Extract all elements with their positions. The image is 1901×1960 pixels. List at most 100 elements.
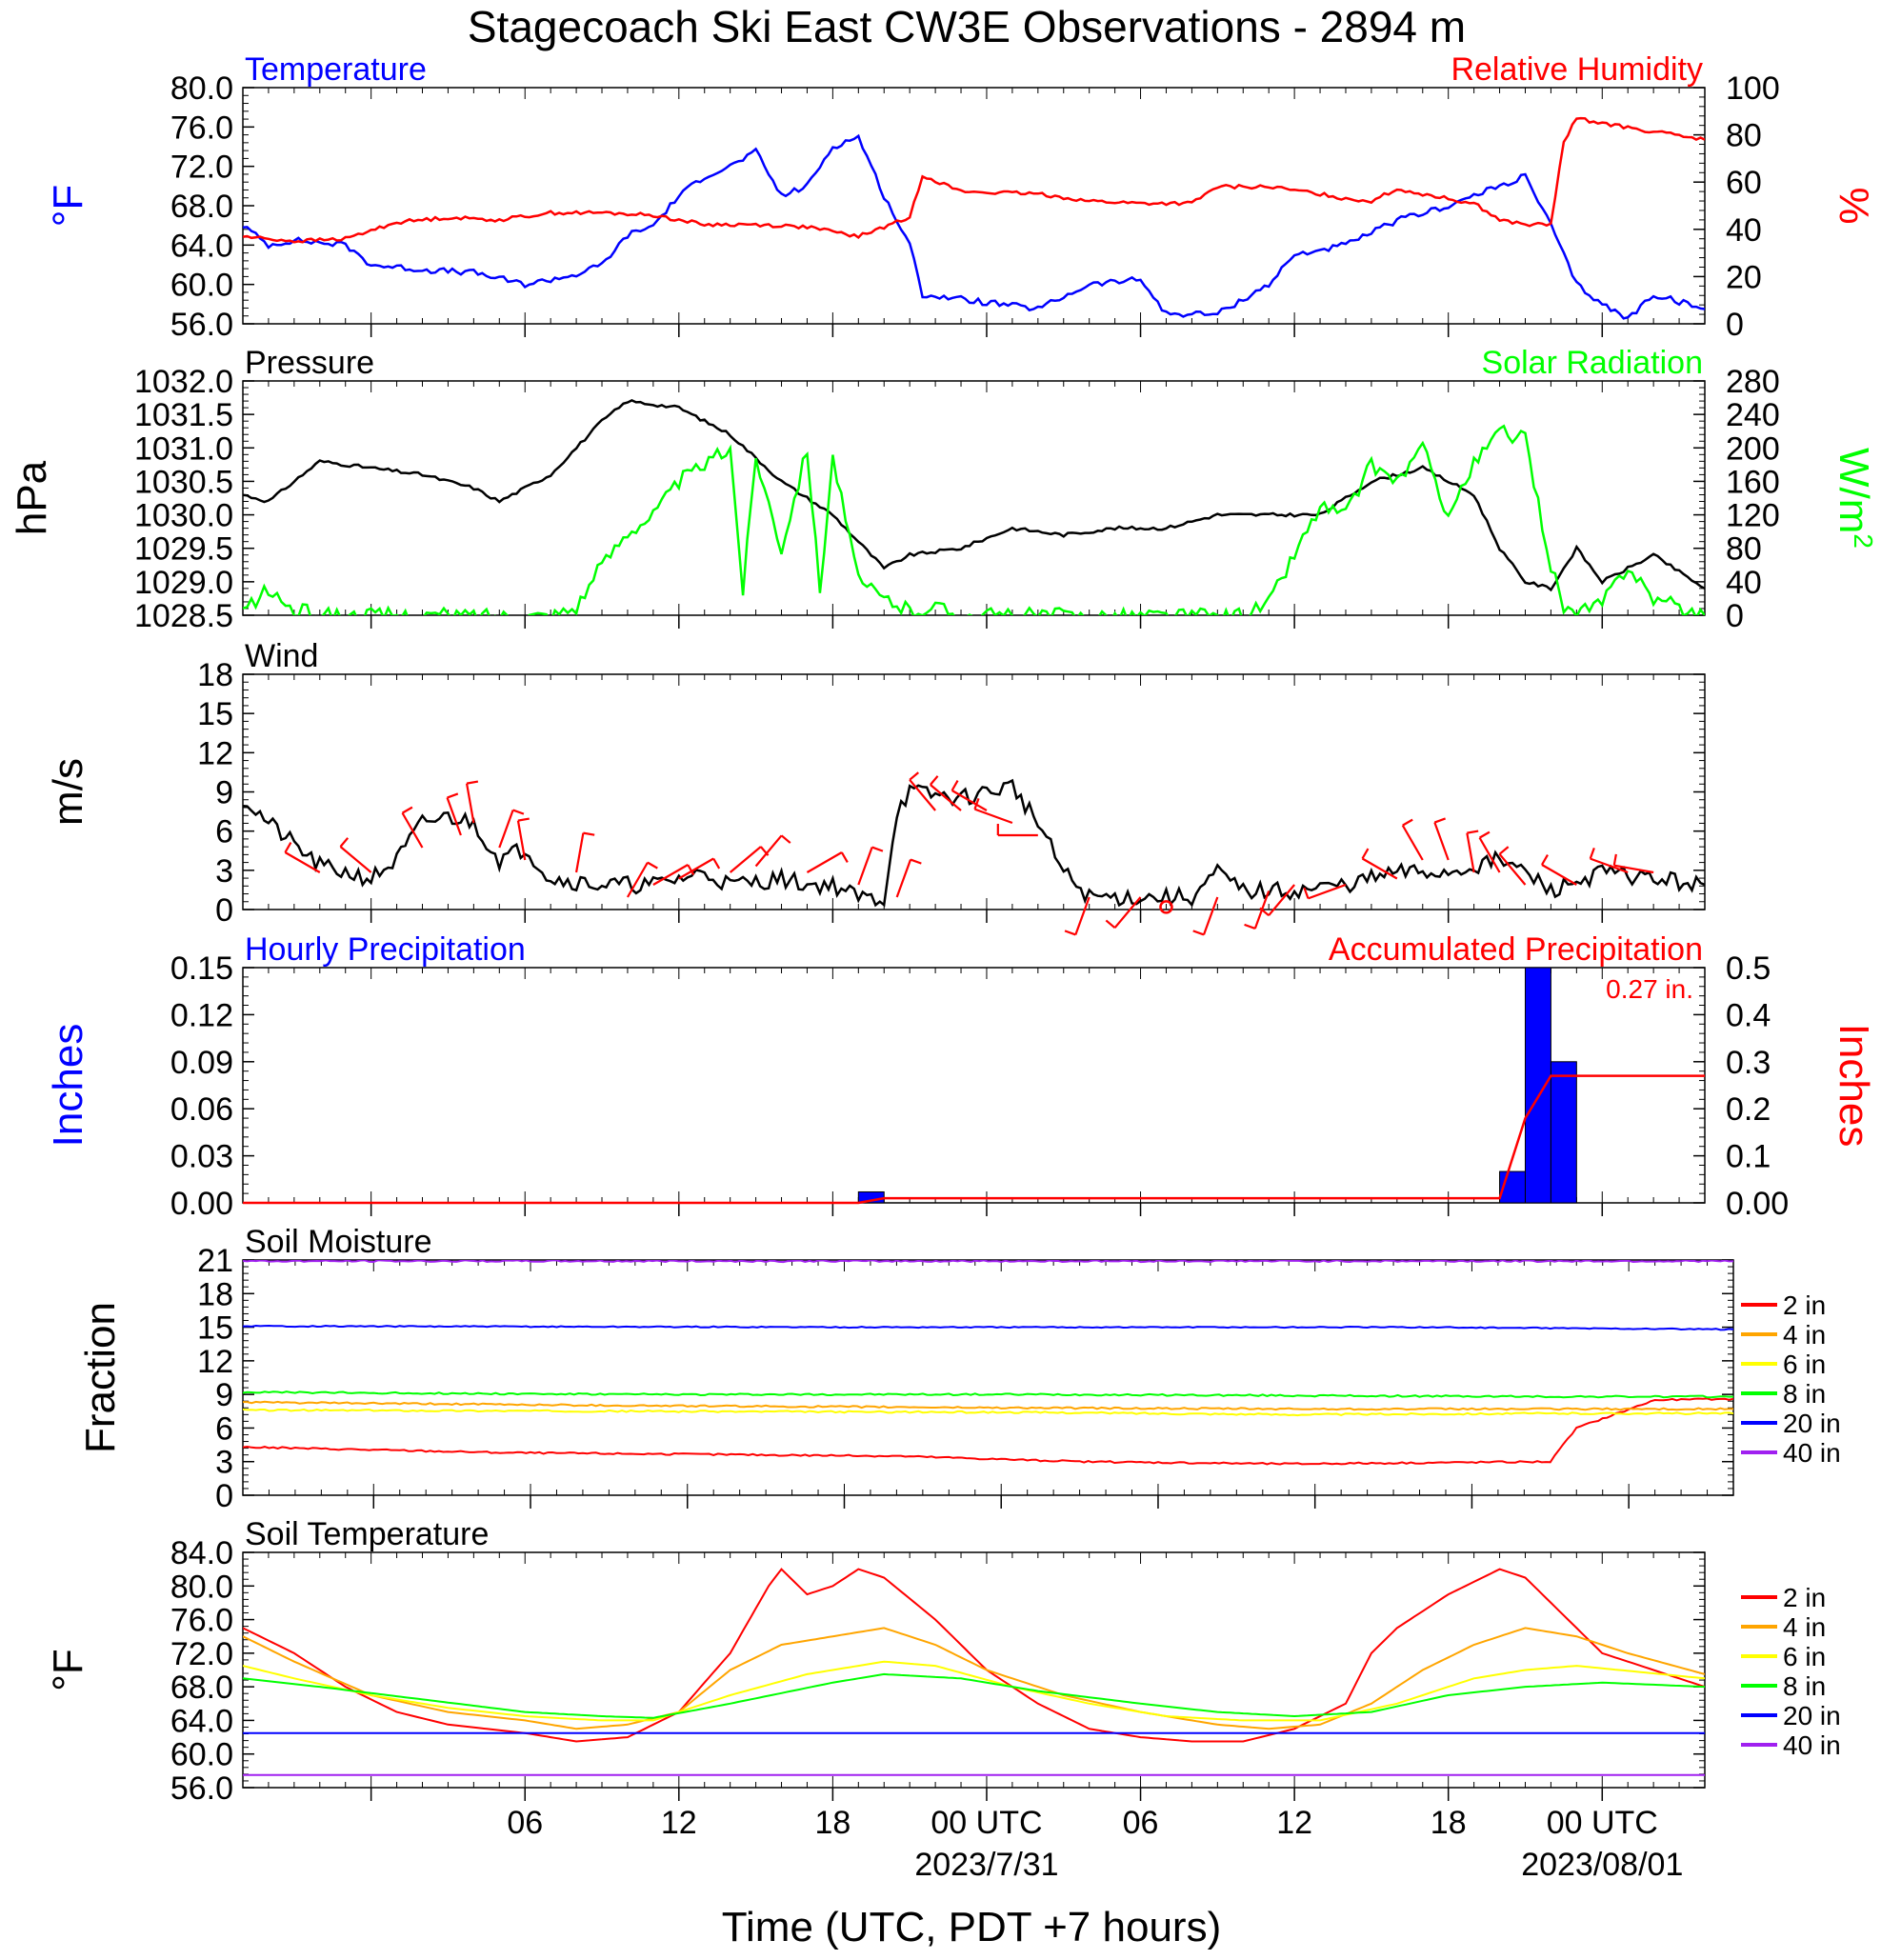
left-tick-label: 60.0 <box>170 1737 233 1773</box>
legend-label: 8 in <box>1783 1379 1826 1409</box>
legend-label: 40 in <box>1783 1438 1841 1468</box>
wind-barb-flag <box>780 834 791 844</box>
left-tick-label: 68.0 <box>170 189 233 225</box>
x-tick-label: 06 <box>1123 1805 1159 1841</box>
left-tick-label: 6 <box>215 1410 233 1447</box>
wind-barb <box>729 846 762 873</box>
left-tick-label: 1032.0 <box>134 364 233 400</box>
wind-barb <box>951 790 988 811</box>
series-line-4-in <box>243 1400 1733 1411</box>
y-axis-label-left: Fraction <box>77 1302 124 1453</box>
wind-barb <box>806 851 843 873</box>
right-tick-label: 240 <box>1726 397 1780 433</box>
left-tick-label: 3 <box>215 853 233 890</box>
right-tick-label: 0.1 <box>1726 1139 1771 1175</box>
left-tick-label: 64.0 <box>170 228 233 264</box>
accumulated-total-label: 0.27 in. <box>1606 974 1693 1004</box>
wind-barb-flag <box>687 864 695 875</box>
wind-barb <box>1202 896 1219 935</box>
right-tick-label: 60 <box>1726 165 1762 201</box>
x-tick-label: 12 <box>1276 1805 1312 1841</box>
wind-barb <box>1590 857 1629 874</box>
legend-label: 4 in <box>1783 1320 1826 1350</box>
wind-barb-flag <box>339 837 350 848</box>
panel-frame <box>242 1259 1734 1496</box>
panel-title-left: Soil Temperature <box>245 1516 489 1552</box>
series-line-4-in <box>243 1627 1705 1730</box>
right-tick-label: 100 <box>1726 70 1780 107</box>
series-line-pressure <box>243 399 1705 592</box>
left-tick-label: 64.0 <box>170 1703 233 1739</box>
left-tick-label: 1029.0 <box>134 565 233 601</box>
x-tick-label: 00 UTC <box>1547 1805 1658 1841</box>
x-date-label: 2023/7/31 <box>914 1847 1058 1883</box>
left-tick-label: 0.15 <box>170 950 233 987</box>
left-tick-label: 0.03 <box>170 1139 233 1175</box>
wind-barb-flag <box>1589 847 1595 860</box>
wind-barb <box>575 832 585 873</box>
wind-barb <box>1541 864 1577 886</box>
panel-title-left: Pressure <box>245 345 374 381</box>
panel-title-left: Wind <box>245 638 318 674</box>
x-tick-label: 18 <box>1431 1805 1467 1841</box>
left-tick-label: 76.0 <box>170 1603 233 1639</box>
left-tick-label: 18 <box>197 1276 233 1312</box>
wind-barb-flag <box>284 842 292 853</box>
legend-label: 20 in <box>1783 1701 1841 1730</box>
panel-soil_temp: 56.060.064.068.072.076.080.084.0 Soil Tem… <box>45 1516 1841 1807</box>
wind-barb <box>498 810 514 849</box>
panel-title-left: Hourly Precipitation <box>245 931 526 968</box>
wind-barb <box>1466 832 1475 873</box>
left-tick-label: 1030.5 <box>134 464 233 500</box>
left-tick-label: 12 <box>197 735 233 771</box>
left-tick-label: 1031.5 <box>134 397 233 433</box>
panel-frame <box>242 1551 1706 1789</box>
left-tick-label: 0.06 <box>170 1091 233 1128</box>
left-tick-label: 15 <box>197 696 233 732</box>
left-tick-label: 80.0 <box>170 70 233 107</box>
right-tick-label: 0.00 <box>1726 1186 1789 1222</box>
wind-barb-flag <box>1467 830 1479 834</box>
wind-barb-flag <box>447 792 459 799</box>
panel-title-right: Relative Humidity <box>1451 51 1703 88</box>
wind-barb-flag <box>1105 919 1116 930</box>
wind-barb-flag <box>1361 848 1370 860</box>
wind-barb <box>284 851 321 873</box>
right-tick-label: 160 <box>1726 464 1780 500</box>
panel-pressure_solar: 1028.51029.01029.51030.01030.51031.01031… <box>9 345 1879 634</box>
wind-barb <box>974 808 1013 825</box>
wind-barb-flag <box>1244 923 1256 930</box>
x-date-label: 2023/08/01 <box>1521 1847 1683 1883</box>
panel-temp_rh: 56.060.0 64.068.072.0 76.080.0 0 20 40 60 80 100… <box>45 51 1877 343</box>
wind-barb <box>465 783 475 824</box>
wind-barb <box>1401 825 1424 861</box>
wind-barb <box>1478 837 1501 873</box>
panel-frame <box>242 87 1706 325</box>
left-tick-label: 68.0 <box>170 1670 233 1706</box>
series-line-6-in <box>243 1660 1705 1722</box>
right-tick-label: 0.2 <box>1726 1091 1771 1128</box>
right-tick-label: 80 <box>1726 118 1762 154</box>
series-line-solar-radiation <box>243 424 1705 615</box>
series-line-6-in <box>243 1408 1733 1417</box>
panel-frame <box>242 967 1706 1204</box>
left-tick-label: 56.0 <box>170 307 233 343</box>
legend-label: 40 in <box>1783 1730 1841 1760</box>
left-tick-label: 9 <box>215 775 233 811</box>
right-tick-label: 80 <box>1726 531 1762 568</box>
left-tick-label: 1028.5 <box>134 598 233 634</box>
wind-barb-flag <box>1303 887 1310 899</box>
wind-barb-flag <box>950 780 959 791</box>
y-axis-label-left: hPa <box>9 460 55 535</box>
wind-barb-flag <box>1192 930 1205 936</box>
y-axis-label-left: °F <box>45 185 91 227</box>
left-tick-label: 84.0 <box>170 1535 233 1571</box>
wind-barb-flag <box>1064 930 1076 936</box>
legend-label: 6 in <box>1783 1350 1826 1379</box>
wind-barb <box>857 847 873 886</box>
series-line-temperature <box>243 133 1705 320</box>
wind-barb-flag <box>401 806 413 814</box>
series-line-2-in <box>243 1568 1705 1743</box>
